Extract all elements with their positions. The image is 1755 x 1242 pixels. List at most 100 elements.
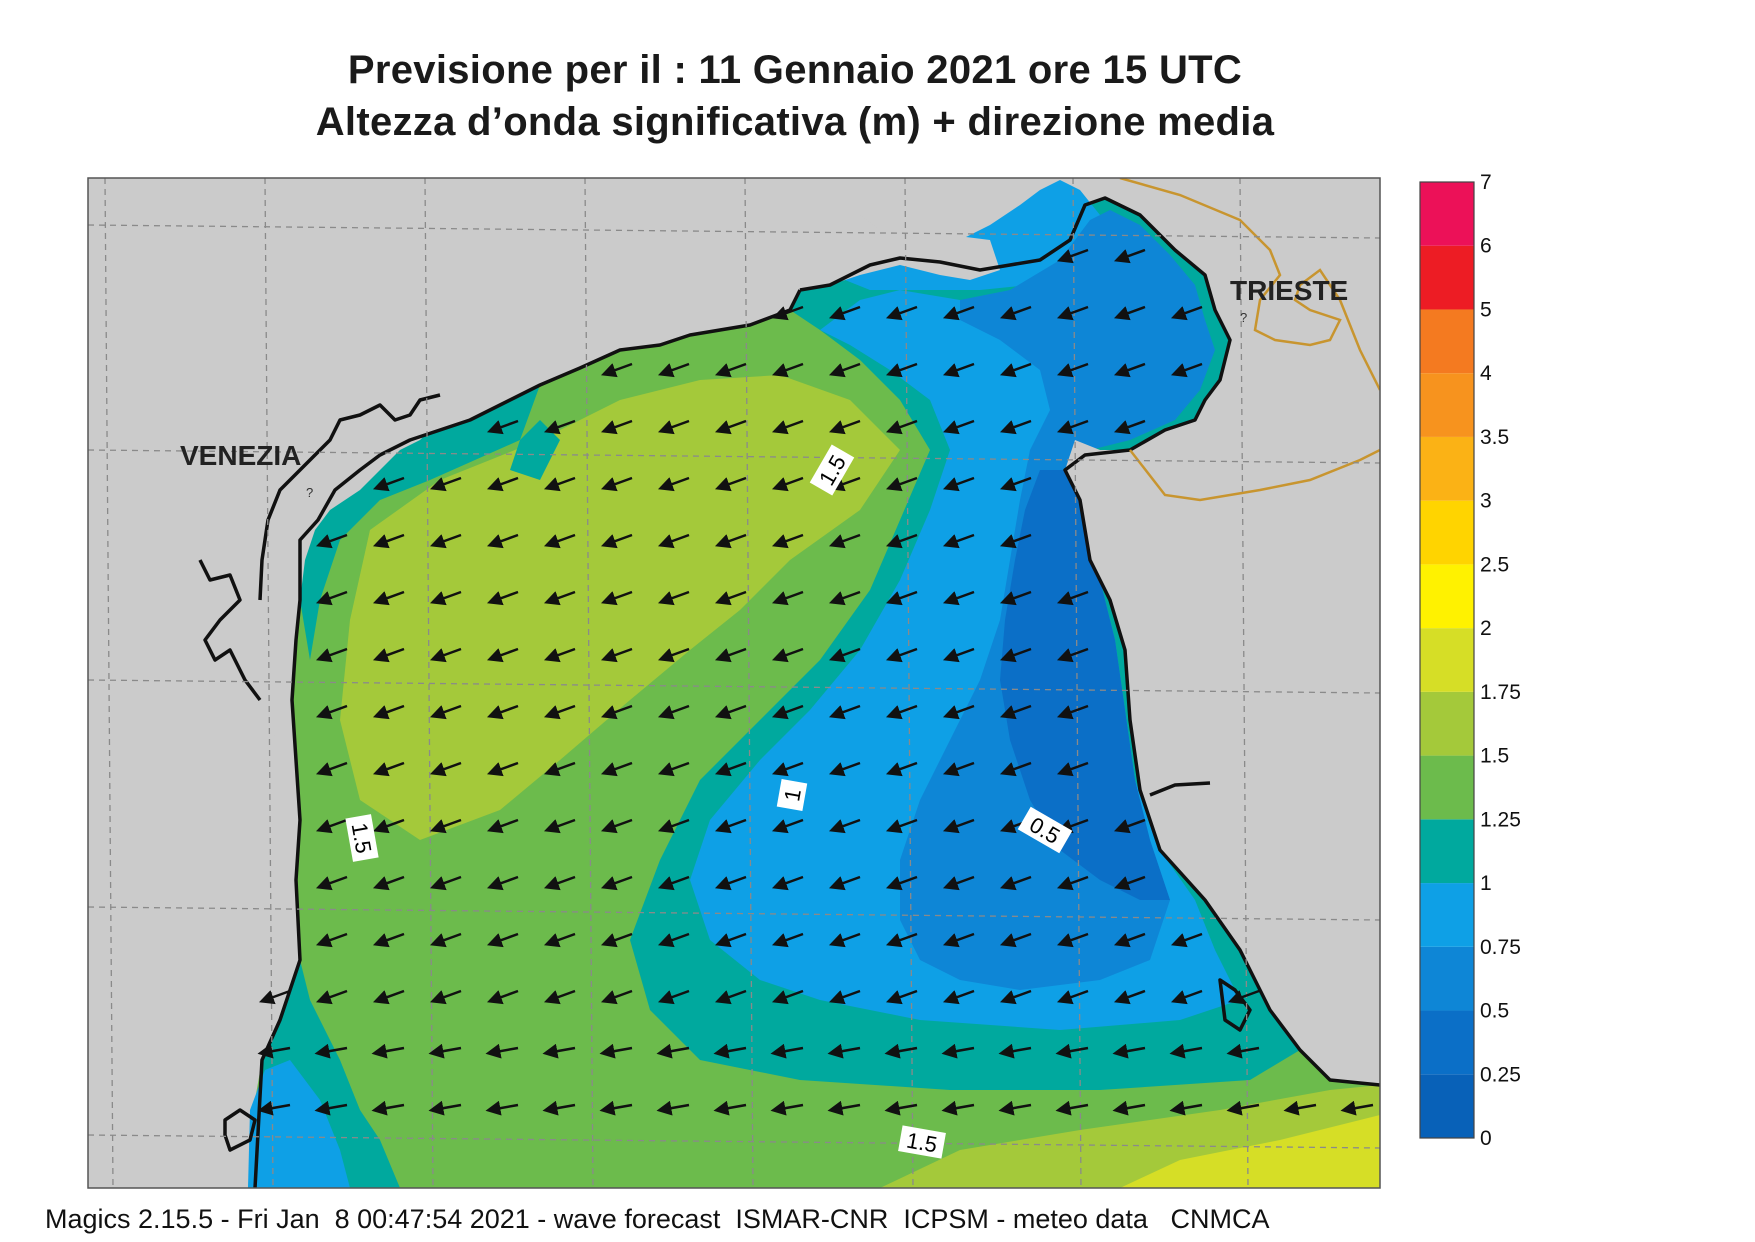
wave-direction-arrow-icon [942,932,975,948]
wave-direction-arrow-icon [372,647,405,663]
colorbar-swatch [1420,628,1474,692]
wave-direction-arrow-icon [714,704,747,720]
wave-direction-arrow-icon [828,305,861,321]
wave-direction-arrow-icon [999,647,1032,663]
wave-direction-arrow-icon [600,533,633,549]
wave-direction-arrow-icon [714,419,747,435]
wave-direction-arrow-icon [941,1043,975,1059]
wave-direction-arrow-icon [999,362,1032,378]
wave-direction-arrow-icon [771,932,804,948]
wave-direction-arrow-icon [486,932,519,948]
wave-direction-arrow-icon [486,590,519,606]
wave-direction-arrow-icon [1056,248,1089,264]
wave-direction-arrow-icon [1170,305,1203,321]
wave-direction-arrow-icon [771,476,804,492]
wave-direction-arrow-icon [1169,1043,1203,1059]
wave-direction-arrow-icon [1340,1100,1374,1116]
wave-direction-arrow-icon [543,932,576,948]
wave-direction-arrow-icon [543,704,576,720]
graticule-meridian [1072,178,1082,1188]
sea-band-teal [510,420,560,480]
wave-direction-arrow-icon [486,476,519,492]
wave-direction-arrow-icon [429,875,462,891]
wave-direction-arrow-icon [714,761,747,777]
wave-direction-arrow-icon [429,476,462,492]
wave-direction-arrow-icon [600,989,633,1005]
wave-direction-arrow-icon [1170,989,1203,1005]
colorbar-tick-label: 6 [1480,235,1492,258]
wave-direction-arrow-icon [258,989,291,1005]
wave-direction-arrow-icon [1113,818,1146,834]
wave-direction-arrow-icon [315,590,348,606]
wave-direction-arrow-icon [999,476,1032,492]
wave-direction-arrow-icon [486,647,519,663]
colorbar-tick-label: 0 [1480,1127,1492,1150]
wave-direction-arrow-icon [828,590,861,606]
wave-direction-arrow-icon [885,590,918,606]
wave-direction-arrow-icon [428,1100,462,1116]
wave-direction-arrow-icon [257,1100,291,1116]
wave-direction-arrow-icon [372,704,405,720]
wave-direction-arrow-icon [828,647,861,663]
wave-direction-arrow-icon [1056,761,1089,777]
wave-direction-arrow-icon [885,875,918,891]
wave-direction-arrow-icon [543,419,576,435]
wave-direction-arrow-icon [998,1043,1032,1059]
colorbar-swatch [1420,1010,1474,1075]
wave-direction-arrow-icon [1227,989,1260,1005]
wave-direction-arrow-icon [884,1100,918,1116]
place-label-venezia: VENEZIA [180,440,301,471]
colorbar-tick-label: 4 [1480,362,1492,385]
wave-direction-arrow-icon [714,533,747,549]
wave-direction-arrow-icon [884,1043,918,1059]
wave-direction-arrow-icon [771,647,804,663]
wave-direction-arrow-icon [543,533,576,549]
wave-direction-arrow-icon [315,647,348,663]
graticule-meridian [904,178,914,1188]
wave-direction-arrow-icon [600,419,633,435]
wave-direction-arrow-icon [372,989,405,1005]
wave-direction-arrow-icon [770,1100,804,1116]
wave-direction-arrow-icon [486,989,519,1005]
graticule-meridian [424,178,434,1188]
wave-direction-arrow-icon [429,761,462,777]
wave-direction-arrow-icon [657,704,690,720]
wave-direction-arrow-icon [999,590,1032,606]
colorbar-swatch [1420,691,1474,756]
wave-direction-arrow-icon [600,875,633,891]
wave-direction-arrow-icon [486,761,519,777]
coastline [198,196,1380,1188]
unknown-mark: ? [306,485,313,500]
colorbar-tick-label: 1.5 [1480,745,1509,768]
contour-label: 1.5 [898,1125,946,1159]
wave-direction-arrow-icon [600,932,633,948]
wave-direction-arrow-icon [942,590,975,606]
wave-direction-arrow-icon [942,704,975,720]
wave-direction-arrow-icon [315,875,348,891]
wave-direction-arrow-icon [828,989,861,1005]
wave-direction-arrow-icon [828,533,861,549]
wave-direction-arrow-icon [486,533,519,549]
wave-direction-arrow-icon [1113,419,1146,435]
wave-direction-arrow-icon [828,875,861,891]
state-border [1129,448,1380,502]
grado-land [790,215,1000,290]
wave-direction-arrow-icon [657,362,690,378]
wave-direction-arrow-icon [941,1100,975,1116]
colorbar-swatch [1420,883,1474,947]
wave-direction-arrows [257,248,1374,1116]
wave-direction-arrow-icon [828,362,861,378]
wave-direction-arrow-icon [771,362,804,378]
contour-label: 1.5 [345,814,379,862]
colorbar-tick-label: 1.75 [1480,681,1521,704]
colorbar-swatch [1420,500,1474,565]
wave-direction-arrow-icon [543,476,576,492]
wave-direction-arrow-icon [600,704,633,720]
graticule-meridian [104,178,114,1188]
wave-direction-arrow-icon [827,1043,861,1059]
wave-direction-arrow-icon [1170,932,1203,948]
wave-direction-arrow-icon [1283,1100,1317,1116]
wave-direction-arrow-icon [428,1043,462,1059]
wave-direction-arrow-icon [314,1043,348,1059]
